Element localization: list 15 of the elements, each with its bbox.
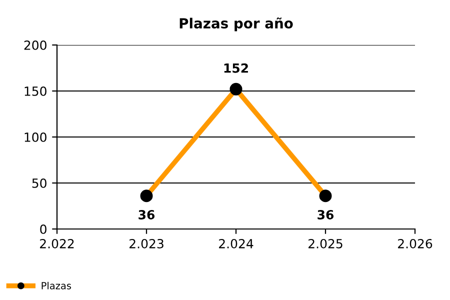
- x-tick-label: 2.026: [398, 238, 432, 248]
- x-tick-label: 2.024: [219, 238, 254, 248]
- y-tick-label: 50: [32, 178, 46, 188]
- y-tick-label: 0: [40, 224, 46, 234]
- data-label: 36: [318, 210, 334, 220]
- y-tick-label: 150: [24, 86, 46, 96]
- x-tick-label: 2.022: [40, 238, 74, 248]
- x-tick-label: 2.023: [130, 238, 164, 248]
- y-tick-label: 100: [24, 132, 46, 142]
- legend-label: Plazas: [42, 282, 72, 290]
- y-tick-label: 200: [24, 40, 46, 50]
- data-label: 36: [138, 210, 155, 220]
- x-tick-label: 2.025: [308, 238, 342, 248]
- chart-title: Plazas por año: [180, 18, 293, 32]
- data-label: 152: [224, 63, 248, 73]
